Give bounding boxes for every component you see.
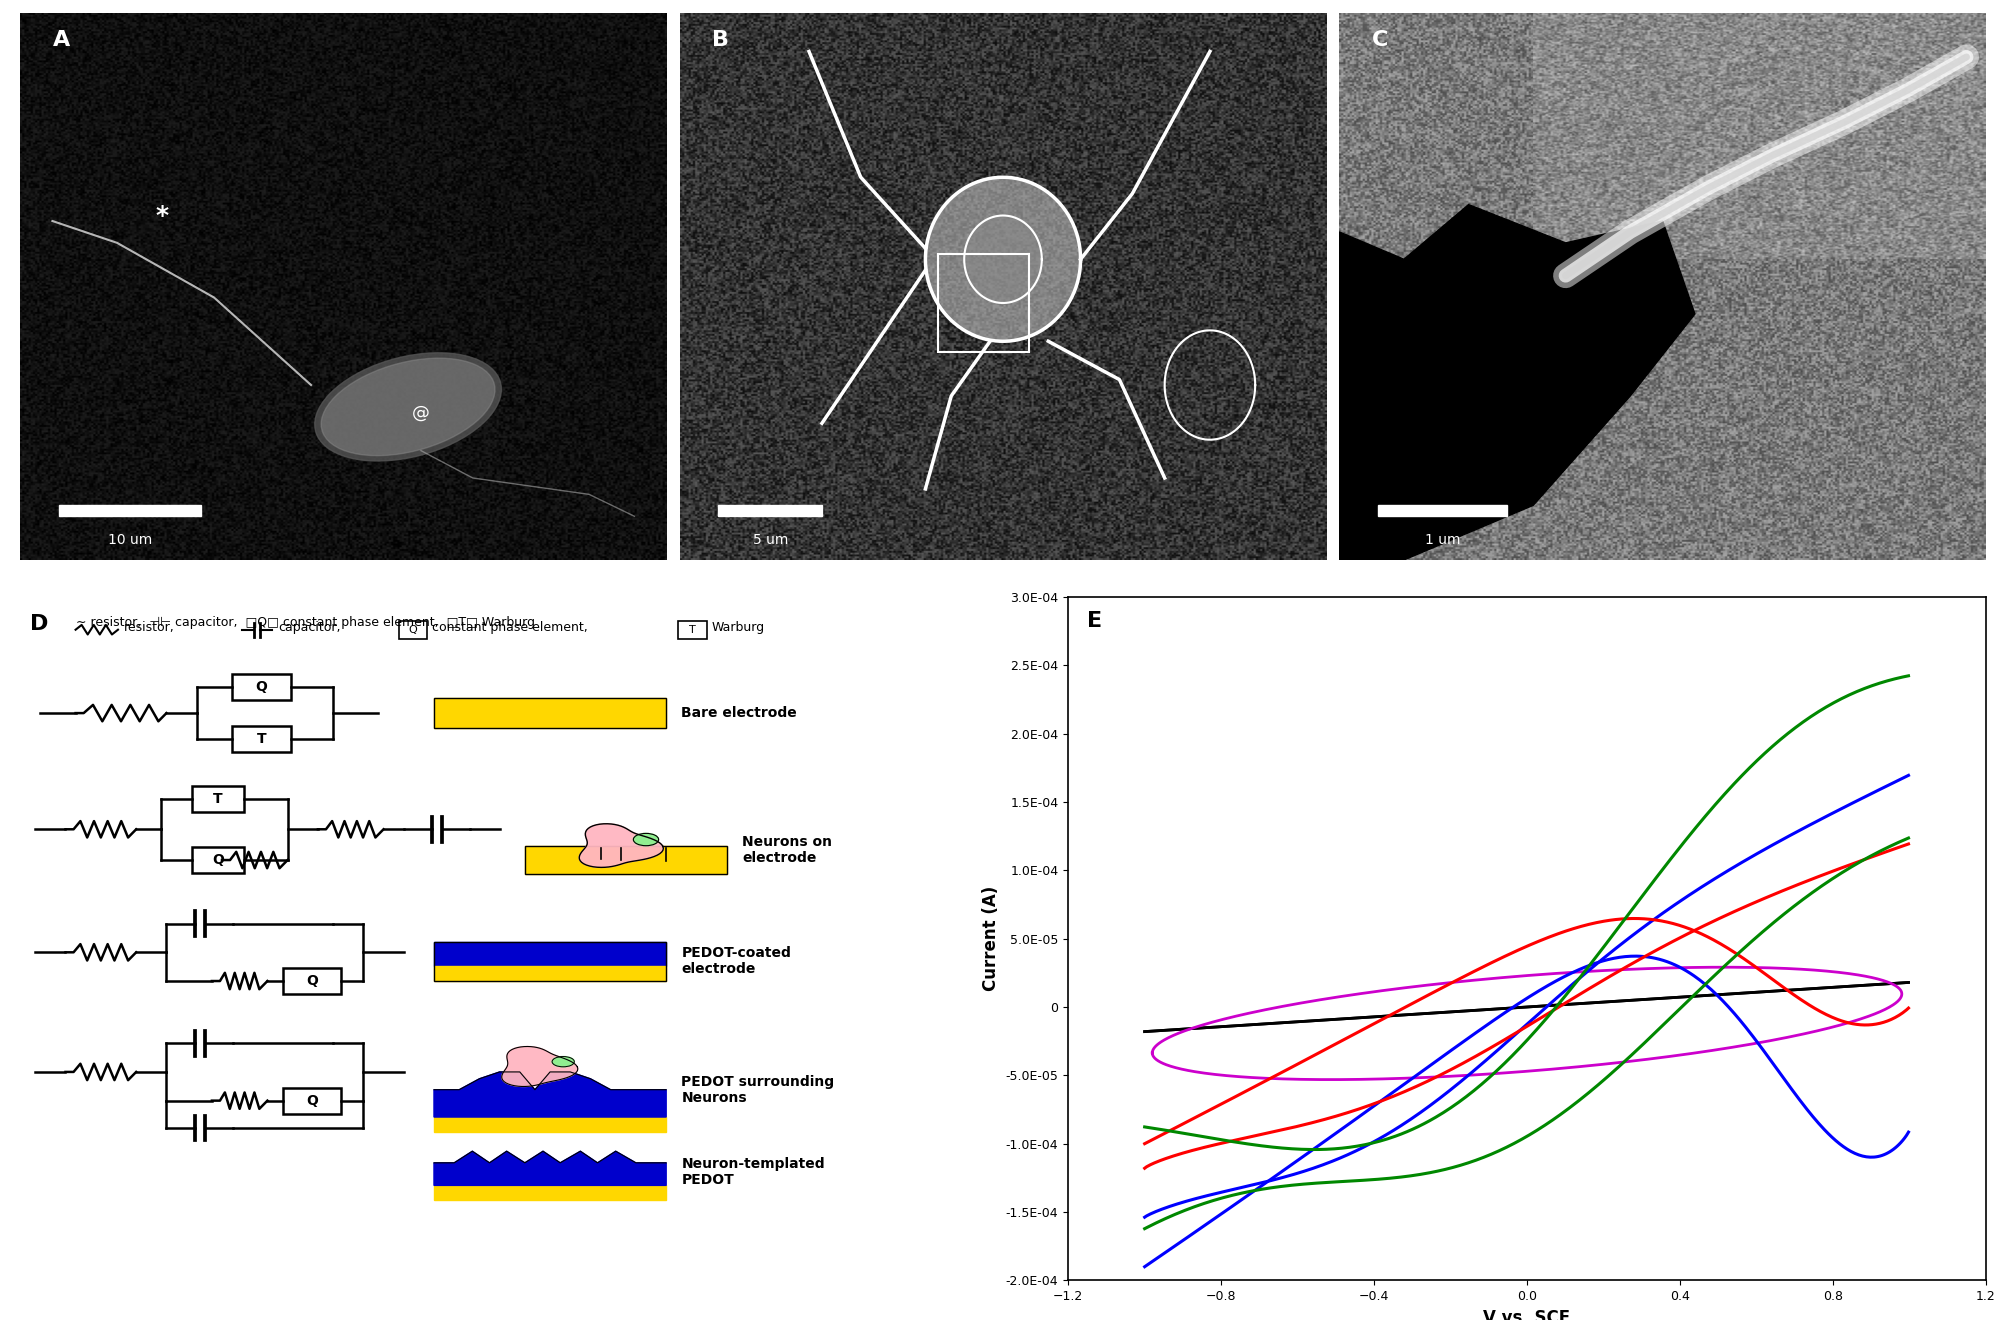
Text: Q: Q <box>409 624 417 635</box>
Bar <box>678 620 706 639</box>
Text: 10 um: 10 um <box>108 533 152 546</box>
Ellipse shape <box>315 352 501 461</box>
Text: Q: Q <box>255 680 267 694</box>
Bar <box>283 1088 341 1114</box>
Text: PEDOT-coated
electrode: PEDOT-coated electrode <box>682 946 790 977</box>
Polygon shape <box>501 1047 577 1086</box>
Bar <box>938 253 1029 352</box>
Text: Neuron-templated
PEDOT: Neuron-templated PEDOT <box>682 1156 824 1187</box>
Bar <box>433 698 666 729</box>
Text: Warburg: Warburg <box>712 622 764 634</box>
Text: 1 um: 1 um <box>1424 533 1460 546</box>
Ellipse shape <box>551 1056 573 1067</box>
Bar <box>433 1185 666 1200</box>
Bar <box>718 506 822 516</box>
Text: Q: Q <box>213 853 225 867</box>
Polygon shape <box>579 824 664 867</box>
Bar <box>233 675 291 700</box>
Bar <box>525 846 726 874</box>
Text: T: T <box>688 624 696 635</box>
Text: Neurons on
electrode: Neurons on electrode <box>742 834 832 865</box>
Polygon shape <box>433 1072 666 1117</box>
Bar <box>433 942 666 966</box>
Bar <box>525 846 726 874</box>
Text: Bare electrode: Bare electrode <box>682 706 796 721</box>
Bar <box>283 968 341 994</box>
Text: *: * <box>156 203 168 227</box>
Text: PEDOT surrounding
Neurons: PEDOT surrounding Neurons <box>682 1074 834 1105</box>
Bar <box>433 698 666 729</box>
Text: C: C <box>1371 29 1387 50</box>
Text: D: D <box>30 614 48 634</box>
Text: T: T <box>213 792 223 805</box>
Text: capacitor,: capacitor, <box>279 622 341 634</box>
Text: E: E <box>1087 611 1101 631</box>
Text: T: T <box>257 733 267 746</box>
Ellipse shape <box>321 358 495 455</box>
Bar <box>192 847 245 873</box>
Bar <box>1377 506 1506 516</box>
Polygon shape <box>1339 205 1694 560</box>
Bar <box>433 966 666 981</box>
Bar <box>399 620 427 639</box>
Text: ∼ resistor,  ⊣⊢ capacitor,  □Q□ constant phase element,  □T□ Warburg: ∼ resistor, ⊣⊢ capacitor, □Q□ constant p… <box>76 616 533 630</box>
Bar <box>58 506 201 516</box>
Text: constant phase element,: constant phase element, <box>431 622 587 634</box>
Text: 5 um: 5 um <box>752 533 788 546</box>
Text: B: B <box>712 29 728 50</box>
Bar <box>433 942 666 981</box>
Text: A: A <box>52 29 70 50</box>
Text: resistor,: resistor, <box>124 622 174 634</box>
Polygon shape <box>924 177 1081 342</box>
Y-axis label: Current (A): Current (A) <box>982 886 1000 991</box>
Polygon shape <box>964 215 1041 304</box>
Ellipse shape <box>634 833 658 846</box>
Text: @: @ <box>411 404 429 421</box>
X-axis label: V vs. SCE: V vs. SCE <box>1484 1308 1570 1320</box>
Text: Q: Q <box>305 1094 317 1107</box>
Bar <box>433 1117 666 1133</box>
Bar <box>233 726 291 752</box>
Text: Q: Q <box>305 974 317 989</box>
Bar <box>192 785 245 812</box>
Polygon shape <box>433 1151 666 1185</box>
